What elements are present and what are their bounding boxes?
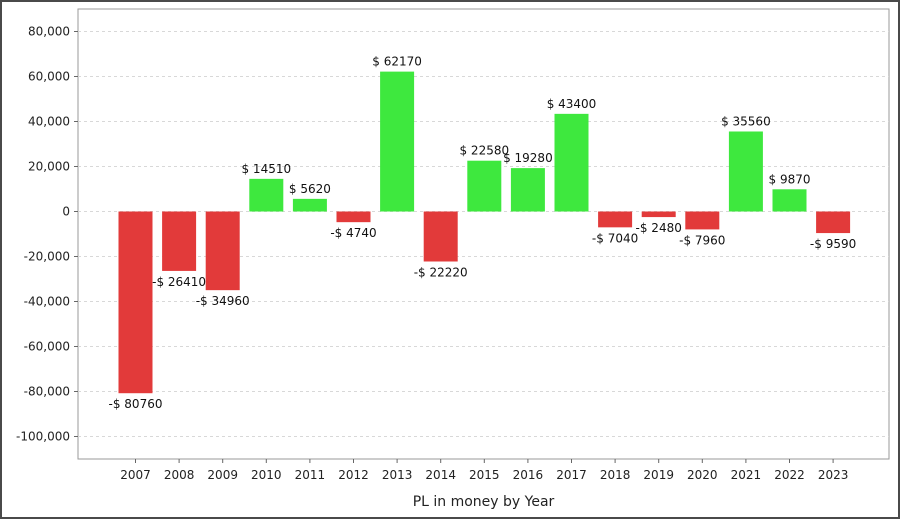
data-label-2020: -$ 7960 — [679, 233, 725, 247]
data-label-2010: $ 14510 — [241, 162, 291, 176]
bar-2008 — [162, 211, 197, 271]
bar-2009 — [205, 211, 240, 291]
data-label-2017: $ 43400 — [547, 97, 597, 111]
bar-2016 — [510, 168, 545, 212]
data-label-2023: -$ 9590 — [810, 237, 856, 251]
x-tick-label-2023: 2023 — [818, 468, 849, 482]
x-tick-label-2012: 2012 — [338, 468, 369, 482]
x-tick-label-2018: 2018 — [600, 468, 631, 482]
y-tick-label: 80,000 — [28, 25, 70, 39]
x-tick-label-2016: 2016 — [513, 468, 544, 482]
bar-2019 — [641, 211, 676, 218]
bar-2017 — [554, 113, 589, 212]
data-label-2021: $ 35560 — [721, 114, 771, 128]
bar-2015 — [467, 160, 502, 212]
bar-2021 — [728, 131, 763, 212]
y-tick-label: -60,000 — [24, 340, 70, 354]
data-label-2016: $ 19280 — [503, 151, 553, 165]
bar-2010 — [249, 178, 284, 212]
data-label-2013: $ 62170 — [372, 55, 422, 69]
x-tick-label-2021: 2021 — [731, 468, 762, 482]
x-tick-label-2011: 2011 — [295, 468, 326, 482]
x-axis-title: PL in money by Year — [413, 494, 555, 510]
bar-2007 — [118, 211, 153, 394]
bar-2018 — [598, 211, 633, 228]
data-label-2019: -$ 2480 — [636, 221, 682, 235]
y-tick-label: -80,000 — [24, 385, 70, 399]
x-tick-label-2008: 2008 — [164, 468, 195, 482]
y-tick-label: -40,000 — [24, 295, 70, 309]
x-tick-label-2017: 2017 — [556, 468, 587, 482]
data-label-2022: $ 9870 — [769, 172, 811, 186]
x-tick-label-2019: 2019 — [643, 468, 674, 482]
x-tick-label-2009: 2009 — [207, 468, 238, 482]
y-tick-label: 60,000 — [28, 70, 70, 84]
y-tick-label: -100,000 — [16, 430, 70, 444]
x-tick-label-2013: 2013 — [382, 468, 413, 482]
bar-2023 — [816, 211, 851, 234]
y-tick-label: 40,000 — [28, 115, 70, 129]
x-tick-label-2015: 2015 — [469, 468, 500, 482]
bar-2012 — [336, 211, 371, 223]
data-label-2018: -$ 7040 — [592, 231, 638, 245]
data-label-2012: -$ 4740 — [330, 226, 376, 240]
data-label-2007: -$ 80760 — [109, 397, 163, 411]
bar-2014 — [423, 211, 458, 262]
data-label-2015: $ 22580 — [459, 144, 509, 158]
data-label-2011: $ 5620 — [289, 182, 331, 196]
bar-2013 — [380, 71, 415, 212]
bar-2011 — [292, 198, 327, 212]
y-tick-label: -20,000 — [24, 250, 70, 264]
x-tick-label-2014: 2014 — [425, 468, 456, 482]
y-tick-label: 20,000 — [28, 160, 70, 174]
data-label-2009: -$ 34960 — [196, 294, 250, 308]
data-label-2008: -$ 26410 — [152, 275, 206, 289]
bar-2022 — [772, 189, 807, 212]
x-tick-label-2022: 2022 — [774, 468, 805, 482]
x-tick-label-2010: 2010 — [251, 468, 282, 482]
data-label-2014: -$ 22220 — [414, 265, 468, 279]
bar-2020 — [685, 211, 720, 230]
y-tick-label: 0 — [62, 205, 70, 219]
x-tick-label-2020: 2020 — [687, 468, 718, 482]
x-tick-label-2007: 2007 — [120, 468, 151, 482]
